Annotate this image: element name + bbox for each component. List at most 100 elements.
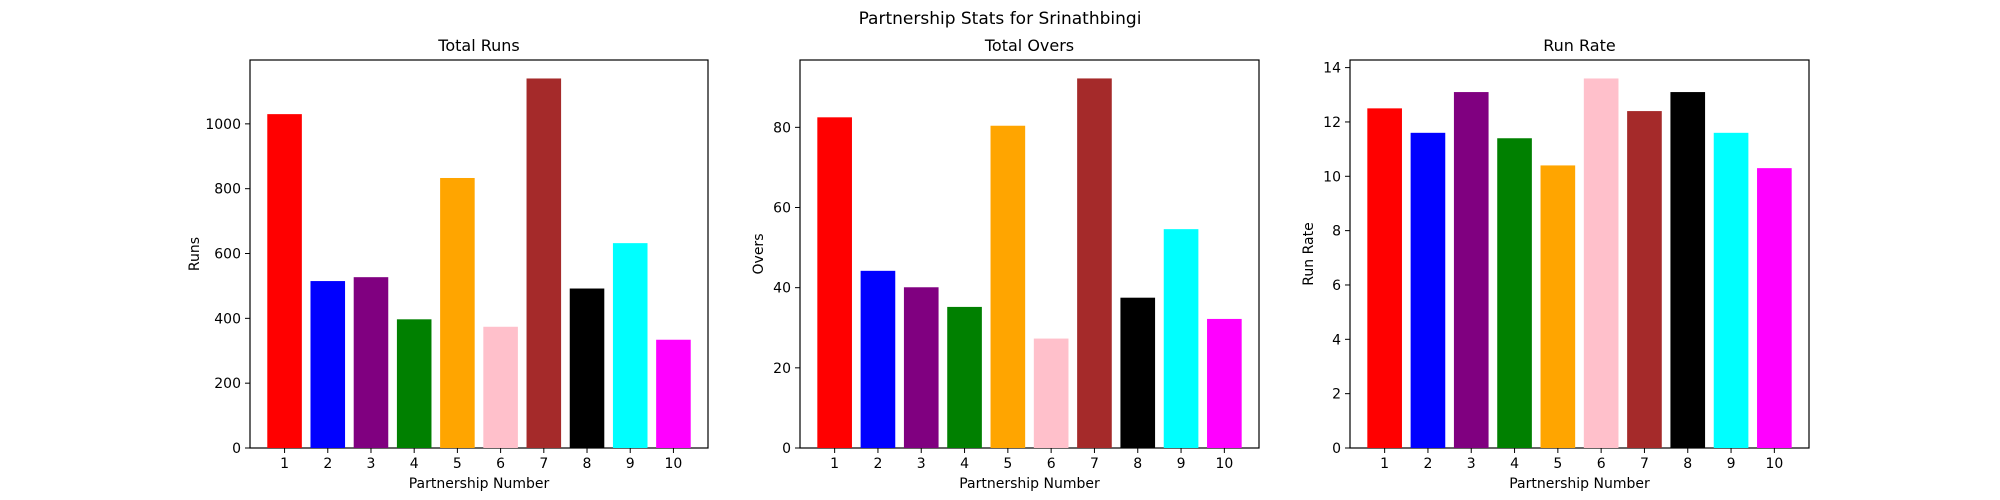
y-tick-label: 12 bbox=[1323, 115, 1341, 131]
bar-7 bbox=[526, 78, 562, 448]
y-tick-label: 10 bbox=[1323, 169, 1341, 185]
x-tick-label: 4 bbox=[1510, 456, 1519, 472]
bar-3 bbox=[353, 277, 389, 448]
chart-panel-run-rate: Run Rate Partnership Number Run Rate 0 2 4… bbox=[1301, 36, 1810, 492]
bars bbox=[267, 78, 691, 449]
chart-title: Total Runs bbox=[437, 36, 519, 55]
y-tick-label: 0 bbox=[1332, 441, 1341, 457]
chart-title: Total Overs bbox=[984, 36, 1074, 55]
x-tick-label: 10 bbox=[1215, 456, 1233, 472]
bars bbox=[817, 78, 1242, 449]
bar-4 bbox=[396, 319, 432, 448]
bar-2 bbox=[860, 270, 896, 448]
bar-9 bbox=[612, 243, 648, 448]
chart-panel-total-runs: Total Runs Partnership Number Runs 0 200 4… bbox=[187, 36, 709, 492]
x-tick-label: 2 bbox=[323, 456, 332, 472]
bar-5 bbox=[1540, 165, 1576, 448]
y-tick-label: 8 bbox=[1332, 224, 1341, 240]
y-axis-label: Run Rate bbox=[1301, 222, 1317, 285]
x-tick-label: 8 bbox=[1683, 456, 1692, 472]
x-tick-label: 6 bbox=[1597, 456, 1606, 472]
x-tick-label: 7 bbox=[1640, 456, 1649, 472]
x-ticks: 1 2 3 4 5 6 7 8 9 10 bbox=[280, 448, 682, 472]
x-tick-label: 9 bbox=[1177, 456, 1186, 472]
bars bbox=[1367, 78, 1792, 449]
x-tick-label: 4 bbox=[410, 456, 419, 472]
bar-2 bbox=[1410, 132, 1446, 448]
x-tick-label: 1 bbox=[1380, 456, 1389, 472]
bar-6 bbox=[1033, 338, 1069, 448]
x-tick-label: 3 bbox=[1467, 456, 1476, 472]
y-tick-label: 600 bbox=[214, 247, 241, 263]
bar-3 bbox=[1453, 92, 1489, 449]
x-tick-label: 2 bbox=[873, 456, 882, 472]
x-axis-label: Partnership Number bbox=[1509, 476, 1650, 492]
y-tick-label: 40 bbox=[773, 281, 791, 297]
bar-5 bbox=[440, 177, 475, 449]
y-tick-label: 2 bbox=[1332, 387, 1341, 403]
bar-7 bbox=[1627, 111, 1662, 448]
x-tick-label: 4 bbox=[960, 456, 969, 472]
bar-1 bbox=[817, 117, 852, 449]
y-tick-label: 14 bbox=[1323, 61, 1341, 77]
bar-5 bbox=[990, 125, 1026, 448]
bar-9 bbox=[1163, 229, 1199, 448]
bar-6 bbox=[1583, 78, 1619, 448]
y-tick-label: 200 bbox=[214, 376, 241, 392]
y-ticks: 0 20 40 60 80 bbox=[773, 120, 800, 457]
y-tick-label: 80 bbox=[773, 120, 791, 136]
x-tick-label: 2 bbox=[1423, 456, 1432, 472]
y-tick-label: 60 bbox=[773, 201, 791, 217]
bar-7 bbox=[1077, 78, 1112, 448]
x-tick-label: 5 bbox=[1553, 456, 1562, 472]
x-tick-label: 10 bbox=[665, 456, 683, 472]
chart-title: Run Rate bbox=[1543, 36, 1615, 55]
bar-4 bbox=[947, 306, 982, 448]
plot-frame bbox=[799, 59, 1260, 449]
bar-10 bbox=[1757, 168, 1792, 448]
x-axis-label: Partnership Number bbox=[959, 476, 1100, 492]
x-tick-label: 5 bbox=[453, 456, 462, 472]
x-tick-label: 9 bbox=[626, 456, 635, 472]
x-tick-label: 3 bbox=[917, 456, 926, 472]
y-tick-label: 800 bbox=[214, 182, 241, 198]
bar-10 bbox=[1207, 318, 1242, 448]
x-tick-label: 6 bbox=[1047, 456, 1056, 472]
y-axis-label: Overs bbox=[751, 234, 767, 275]
y-tick-label: 400 bbox=[214, 311, 241, 327]
bar-6 bbox=[483, 326, 518, 448]
y-ticks: 0 2 4 6 8 10 12 14 bbox=[1323, 61, 1350, 457]
y-ticks: 0 200 400 600 800 1000 bbox=[205, 117, 250, 457]
y-axis-label: Runs bbox=[187, 237, 203, 271]
plot-frame bbox=[1349, 59, 1810, 449]
bar-4 bbox=[1497, 138, 1532, 448]
x-ticks: 1 2 3 4 5 6 7 8 9 10 bbox=[1380, 448, 1783, 472]
x-axis-label: Partnership Number bbox=[409, 476, 550, 492]
figure-suptitle: Partnership Stats for Srinathbingi bbox=[859, 9, 1142, 29]
bar-8 bbox=[569, 288, 605, 448]
x-tick-label: 10 bbox=[1765, 456, 1783, 472]
x-tick-label: 9 bbox=[1727, 456, 1736, 472]
chart-panel-total-overs: Total Overs Partnership Number Overs 020… bbox=[751, 36, 1260, 492]
bar-2 bbox=[310, 281, 346, 448]
x-tick-label: 5 bbox=[1003, 456, 1012, 472]
y-tick-label: 1000 bbox=[205, 117, 241, 133]
bar-1 bbox=[1367, 108, 1402, 449]
x-tick-label: 3 bbox=[367, 456, 376, 472]
x-tick-label: 6 bbox=[496, 456, 505, 472]
y-tick-label: 6 bbox=[1332, 278, 1341, 294]
y-tick-label: 20 bbox=[773, 361, 791, 377]
x-ticks: 1 2 3 4 5 6 7 8 9 10 bbox=[830, 448, 1233, 472]
bar-8 bbox=[1120, 297, 1156, 448]
y-tick-label: 4 bbox=[1332, 332, 1341, 348]
x-tick-label: 8 bbox=[583, 456, 592, 472]
bar-10 bbox=[656, 339, 691, 448]
x-tick-label: 7 bbox=[539, 456, 548, 472]
bar-9 bbox=[1713, 132, 1749, 448]
x-tick-label: 7 bbox=[1090, 456, 1099, 472]
x-tick-label: 8 bbox=[1133, 456, 1142, 472]
bar-8 bbox=[1670, 92, 1706, 449]
bar-3 bbox=[903, 287, 939, 448]
bar-1 bbox=[267, 114, 302, 449]
